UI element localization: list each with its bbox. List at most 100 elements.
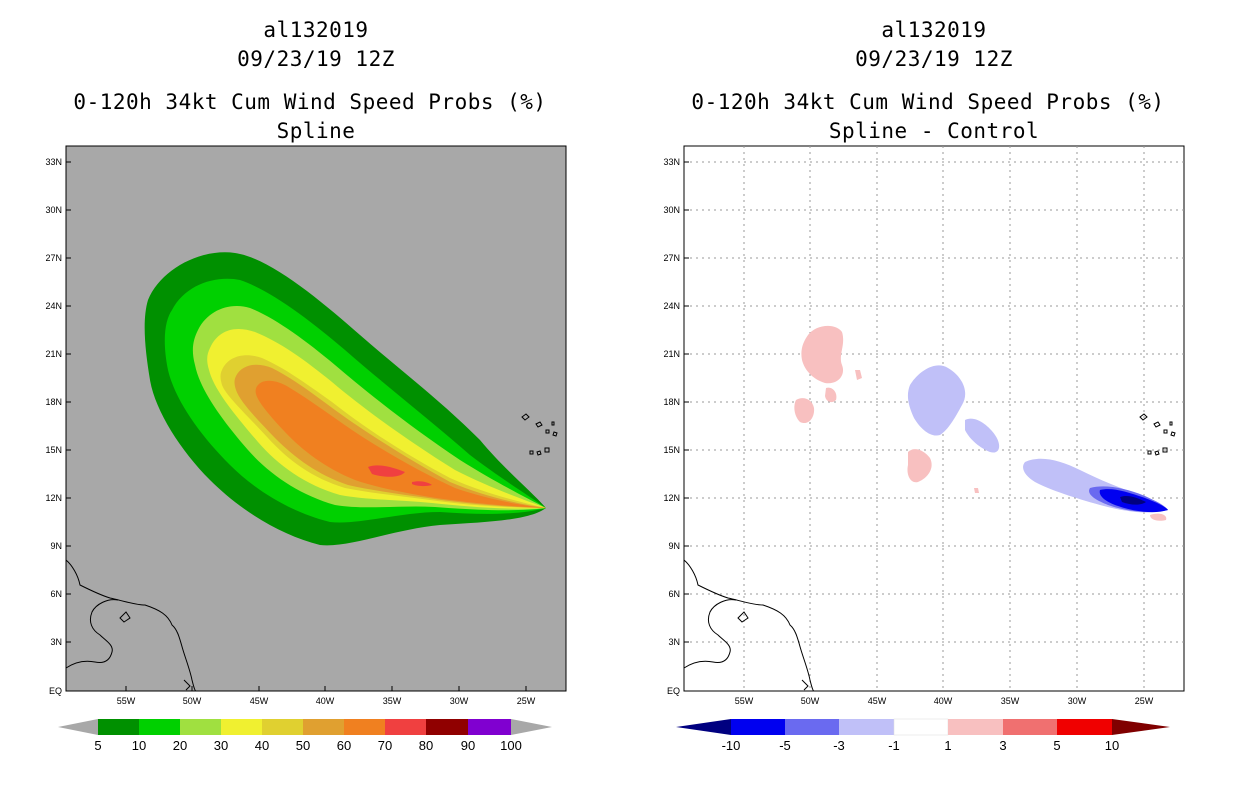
diff-pos-7 bbox=[1150, 513, 1167, 521]
swath-70b bbox=[412, 481, 432, 487]
left-lat-label: 27N bbox=[45, 253, 62, 263]
left-lon-labels: 55W 50W 45W 40W 35W 30W 25W bbox=[117, 696, 536, 706]
left-colorbar-label: 70 bbox=[378, 738, 392, 753]
left-colorbar-segment bbox=[344, 719, 385, 735]
left-colorbar-segment bbox=[180, 719, 221, 735]
left-lat-label: 9N bbox=[50, 541, 62, 551]
left-lat-label: 6N bbox=[50, 589, 62, 599]
right-lat-label: EQ bbox=[667, 686, 680, 696]
left-storm-id: al132019 bbox=[263, 18, 369, 42]
diff-pos-4 bbox=[907, 449, 932, 483]
left-colorbar-segment bbox=[139, 719, 180, 735]
left-colorbar-low-arrow bbox=[58, 719, 98, 735]
left-colorbar-label: 40 bbox=[255, 738, 269, 753]
right-colorbar-segment bbox=[1057, 719, 1112, 735]
left-lat-label: 12N bbox=[45, 493, 62, 503]
left-lat-label: 24N bbox=[45, 301, 62, 311]
right-lat-label: 24N bbox=[663, 301, 680, 311]
right-colorbar-high-arrow bbox=[1112, 719, 1170, 735]
left-cape-verde bbox=[521, 413, 558, 456]
swath-60 bbox=[255, 380, 546, 508]
left-prob-swaths bbox=[144, 252, 547, 546]
left-lat-label: 21N bbox=[45, 349, 62, 359]
right-title: 0-120h 34kt Cum Wind Speed Probs (%) bbox=[691, 90, 1165, 114]
diff-neg-1 bbox=[907, 365, 966, 436]
right-colorbar-label: -1 bbox=[888, 738, 900, 753]
swath-30 bbox=[207, 328, 547, 509]
diff-neg-6 bbox=[1120, 495, 1146, 505]
right-lat-ticks bbox=[684, 161, 689, 643]
right-lon-label: 30W bbox=[1068, 696, 1087, 706]
right-colorbar-segment bbox=[1003, 719, 1057, 735]
left-colorbar-label: 5 bbox=[94, 738, 101, 753]
left-lon-label: 55W bbox=[117, 696, 136, 706]
left-colorbar-segment bbox=[385, 719, 426, 735]
diff-pos-6 bbox=[974, 488, 979, 493]
right-grid bbox=[684, 146, 1184, 691]
left-lon-ticks bbox=[125, 686, 527, 691]
left-colorbar-segment bbox=[426, 719, 468, 735]
right-colorbar-label: 1 bbox=[944, 738, 951, 753]
right-lat-label: 12N bbox=[663, 493, 680, 503]
left-colorbar-segment bbox=[98, 719, 139, 735]
left-colorbar-label: 30 bbox=[214, 738, 228, 753]
left-lon-label: 40W bbox=[316, 696, 335, 706]
right-lat-label: 18N bbox=[663, 397, 680, 407]
left-lon-label: 30W bbox=[450, 696, 469, 706]
left-colorbar-label: 100 bbox=[500, 738, 522, 753]
left-lat-ticks bbox=[66, 161, 71, 643]
left-colorbar-segment bbox=[262, 719, 303, 735]
swath-50 bbox=[234, 364, 546, 508]
right-storm-id: al132019 bbox=[881, 18, 987, 42]
left-title: 0-120h 34kt Cum Wind Speed Probs (%) bbox=[73, 90, 547, 114]
left-lat-label: 15N bbox=[45, 445, 62, 455]
left-colorbar-label: 90 bbox=[461, 738, 475, 753]
left-colorbar: 5 10 20 30 40 50 60 70 80 90 100 bbox=[58, 719, 552, 753]
right-lon-label: 55W bbox=[735, 696, 754, 706]
right-lon-label: 45W bbox=[868, 696, 887, 706]
right-lon-label: 50W bbox=[801, 696, 820, 706]
right-lon-label: 25W bbox=[1135, 696, 1154, 706]
left-colorbar-segment bbox=[303, 719, 344, 735]
right-lat-label: 6N bbox=[668, 589, 680, 599]
left-lat-label: 3N bbox=[50, 637, 62, 647]
right-colorbar: -10 -5 -3 -1 1 3 5 10 bbox=[676, 718, 1170, 753]
left-lon-label: 45W bbox=[250, 696, 269, 706]
right-colorbar-segment bbox=[893, 718, 949, 736]
left-lat-label: 18N bbox=[45, 397, 62, 407]
right-subtitle: Spline - Control bbox=[828, 119, 1040, 143]
swath-70a bbox=[368, 465, 405, 477]
right-colorbar-low-arrow bbox=[676, 719, 731, 735]
diff-neg-2 bbox=[965, 418, 1000, 453]
diff-pos-3 bbox=[825, 387, 837, 403]
left-lat-label: 30N bbox=[45, 205, 62, 215]
left-colorbar-high-arrow bbox=[511, 719, 552, 735]
right-colorbar-label: -5 bbox=[779, 738, 791, 753]
left-colorbar-label: 20 bbox=[173, 738, 187, 753]
right-lon-labels: 55W 50W 45W 40W 35W 30W 25W bbox=[735, 696, 1154, 706]
right-land-outline bbox=[683, 559, 815, 692]
left-lon-label: 50W bbox=[183, 696, 202, 706]
left-colorbar-label: 50 bbox=[296, 738, 310, 753]
left-land-outline bbox=[65, 559, 197, 692]
right-lon-label: 40W bbox=[934, 696, 953, 706]
right-lat-label: 15N bbox=[663, 445, 680, 455]
right-cape-verde bbox=[1139, 413, 1176, 456]
right-lat-label: 21N bbox=[663, 349, 680, 359]
right-colorbar-segment bbox=[731, 719, 785, 735]
diff-pos-2 bbox=[794, 398, 815, 424]
right-colorbar-label: 3 bbox=[999, 738, 1006, 753]
left-colorbar-label: 10 bbox=[132, 738, 146, 753]
diff-pos-5 bbox=[855, 370, 862, 380]
left-subtitle: Spline bbox=[276, 119, 356, 143]
right-lat-label: 3N bbox=[668, 637, 680, 647]
right-lat-label: 9N bbox=[668, 541, 680, 551]
left-lat-labels: 33N 30N 27N 24N 21N 18N 15N 12N 9N 6N 3N… bbox=[45, 157, 62, 696]
right-datetime: 09/23/19 12Z bbox=[855, 47, 1013, 71]
right-colorbar-segment bbox=[948, 719, 1003, 735]
right-lat-label: 30N bbox=[663, 205, 680, 215]
